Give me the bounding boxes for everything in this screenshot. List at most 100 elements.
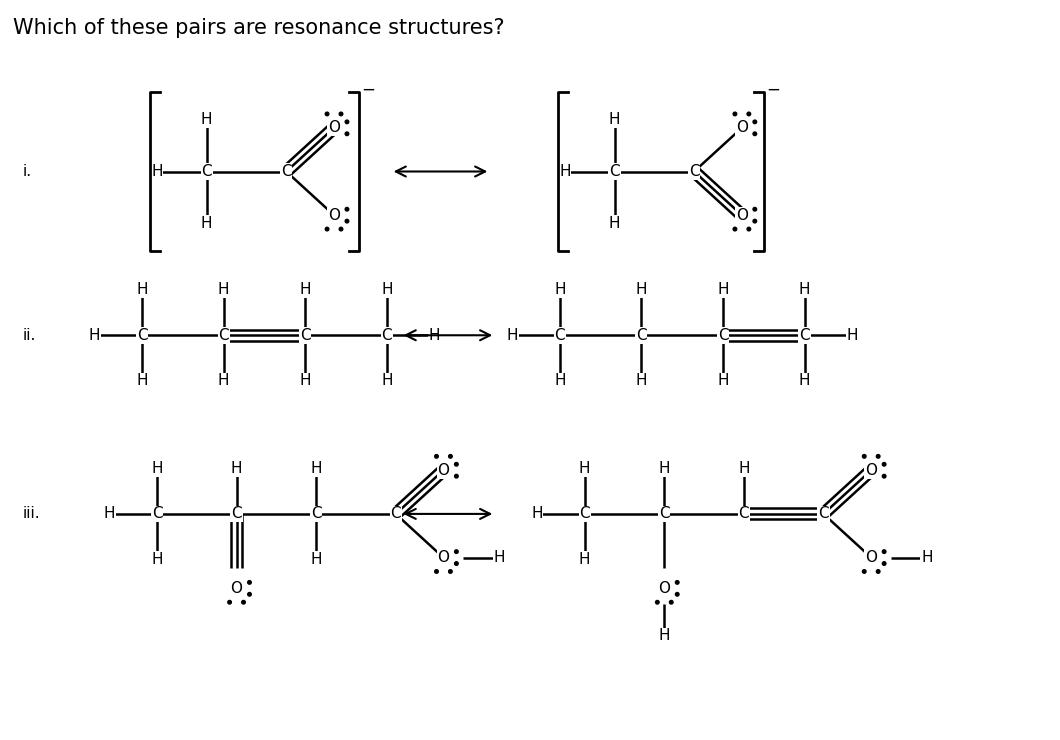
Text: O: O	[328, 121, 340, 135]
Text: iii.: iii.	[22, 506, 40, 522]
Circle shape	[346, 120, 349, 124]
Circle shape	[455, 550, 458, 554]
Text: H: H	[231, 461, 243, 476]
Text: H: H	[554, 282, 566, 297]
Text: H: H	[799, 282, 810, 297]
Text: H: H	[507, 328, 518, 343]
Text: H: H	[137, 282, 147, 297]
Text: H: H	[608, 215, 620, 231]
Circle shape	[734, 227, 737, 231]
Text: H: H	[218, 374, 229, 388]
Circle shape	[346, 207, 349, 211]
Text: H: H	[847, 328, 858, 343]
Circle shape	[882, 550, 886, 554]
Text: H: H	[738, 461, 749, 476]
Circle shape	[863, 570, 866, 574]
Circle shape	[339, 227, 342, 231]
Text: H: H	[311, 552, 322, 567]
Text: C: C	[739, 506, 749, 522]
Text: H: H	[104, 506, 114, 522]
Circle shape	[747, 227, 750, 231]
Circle shape	[670, 600, 673, 604]
Text: O: O	[736, 208, 748, 223]
Text: C: C	[300, 328, 311, 343]
Circle shape	[248, 581, 251, 584]
Text: H: H	[799, 374, 810, 388]
Circle shape	[228, 600, 231, 604]
Circle shape	[435, 454, 438, 458]
Circle shape	[655, 600, 659, 604]
Text: O: O	[736, 121, 748, 135]
Text: C: C	[818, 506, 829, 522]
Text: H: H	[201, 112, 212, 127]
Text: C: C	[231, 506, 242, 522]
Circle shape	[734, 112, 737, 115]
Text: C: C	[610, 164, 620, 179]
Text: H: H	[299, 374, 311, 388]
Circle shape	[753, 120, 757, 124]
Text: C: C	[218, 328, 229, 343]
Circle shape	[882, 562, 886, 565]
Text: H: H	[299, 282, 311, 297]
Text: C: C	[636, 328, 647, 343]
Text: C: C	[390, 506, 401, 522]
Circle shape	[882, 462, 886, 466]
Circle shape	[863, 454, 866, 458]
Circle shape	[675, 593, 679, 596]
Circle shape	[747, 112, 750, 115]
Text: H: H	[921, 550, 933, 565]
Circle shape	[753, 132, 757, 135]
Circle shape	[242, 600, 245, 604]
Text: C: C	[201, 164, 212, 179]
Text: H: H	[718, 282, 728, 297]
Text: O: O	[865, 550, 878, 565]
Text: C: C	[152, 506, 162, 522]
Text: H: H	[381, 374, 392, 388]
Text: C: C	[382, 328, 392, 343]
Text: H: H	[636, 374, 648, 388]
Text: H: H	[579, 461, 590, 476]
Text: C: C	[689, 164, 700, 179]
Text: H: H	[559, 164, 570, 179]
Circle shape	[753, 207, 757, 211]
Text: H: H	[531, 506, 543, 522]
Text: O: O	[865, 462, 878, 478]
Text: O: O	[438, 550, 449, 565]
Text: H: H	[636, 282, 648, 297]
Circle shape	[455, 562, 458, 565]
Text: i.: i.	[22, 164, 32, 179]
Text: H: H	[493, 550, 505, 565]
Text: O: O	[230, 581, 243, 596]
Text: O: O	[438, 462, 449, 478]
Circle shape	[877, 454, 880, 458]
Text: Which of these pairs are resonance structures?: Which of these pairs are resonance struc…	[13, 18, 505, 38]
Text: H: H	[152, 164, 163, 179]
Circle shape	[325, 112, 329, 115]
Circle shape	[435, 570, 438, 574]
Text: H: H	[718, 374, 728, 388]
Text: C: C	[580, 506, 590, 522]
Text: H: H	[152, 552, 163, 567]
Circle shape	[339, 112, 342, 115]
Text: ii.: ii.	[22, 328, 36, 343]
Circle shape	[882, 474, 886, 478]
Text: H: H	[658, 628, 670, 644]
Text: C: C	[799, 328, 810, 343]
Text: H: H	[311, 461, 322, 476]
Text: C: C	[281, 164, 292, 179]
Circle shape	[248, 593, 251, 596]
Text: H: H	[89, 328, 100, 343]
Text: H: H	[608, 112, 620, 127]
Text: H: H	[381, 282, 392, 297]
Text: O: O	[328, 208, 340, 223]
Text: H: H	[579, 552, 590, 567]
Circle shape	[455, 462, 458, 466]
Text: −: −	[765, 81, 780, 99]
Text: C: C	[718, 328, 728, 343]
Text: O: O	[658, 581, 670, 596]
Text: H: H	[201, 215, 212, 231]
Circle shape	[448, 454, 453, 458]
Text: H: H	[428, 328, 440, 343]
Text: −: −	[360, 81, 375, 99]
Circle shape	[877, 570, 880, 574]
